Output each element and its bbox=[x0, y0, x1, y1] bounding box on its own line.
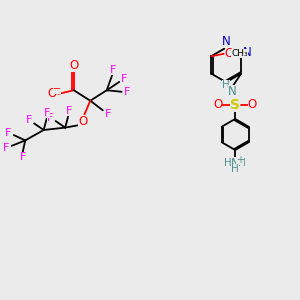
Text: F: F bbox=[110, 65, 116, 75]
Text: F: F bbox=[47, 113, 53, 123]
Text: O: O bbox=[248, 98, 257, 111]
Text: CH₃: CH₃ bbox=[231, 49, 248, 58]
Text: H: H bbox=[231, 164, 239, 173]
Text: −: − bbox=[53, 84, 61, 94]
Text: N: N bbox=[242, 46, 251, 59]
Text: H: H bbox=[224, 158, 231, 168]
Text: F: F bbox=[5, 128, 12, 138]
Text: F: F bbox=[104, 109, 111, 119]
Text: F: F bbox=[121, 74, 127, 84]
Text: +: + bbox=[236, 154, 244, 165]
Text: O: O bbox=[48, 87, 57, 101]
Text: S: S bbox=[230, 98, 240, 112]
Text: F: F bbox=[20, 152, 26, 162]
Text: F: F bbox=[3, 143, 10, 153]
Text: O: O bbox=[225, 47, 234, 60]
Text: F: F bbox=[26, 116, 32, 125]
Text: N: N bbox=[222, 34, 230, 47]
Text: H: H bbox=[222, 80, 230, 90]
Text: N: N bbox=[231, 157, 239, 169]
Text: O: O bbox=[213, 98, 223, 111]
Text: F: F bbox=[66, 106, 72, 116]
Text: O: O bbox=[69, 59, 79, 72]
Text: N: N bbox=[227, 85, 236, 98]
Text: F: F bbox=[44, 108, 50, 118]
Text: O: O bbox=[78, 115, 87, 128]
Text: F: F bbox=[124, 87, 130, 97]
Text: H: H bbox=[238, 158, 246, 168]
